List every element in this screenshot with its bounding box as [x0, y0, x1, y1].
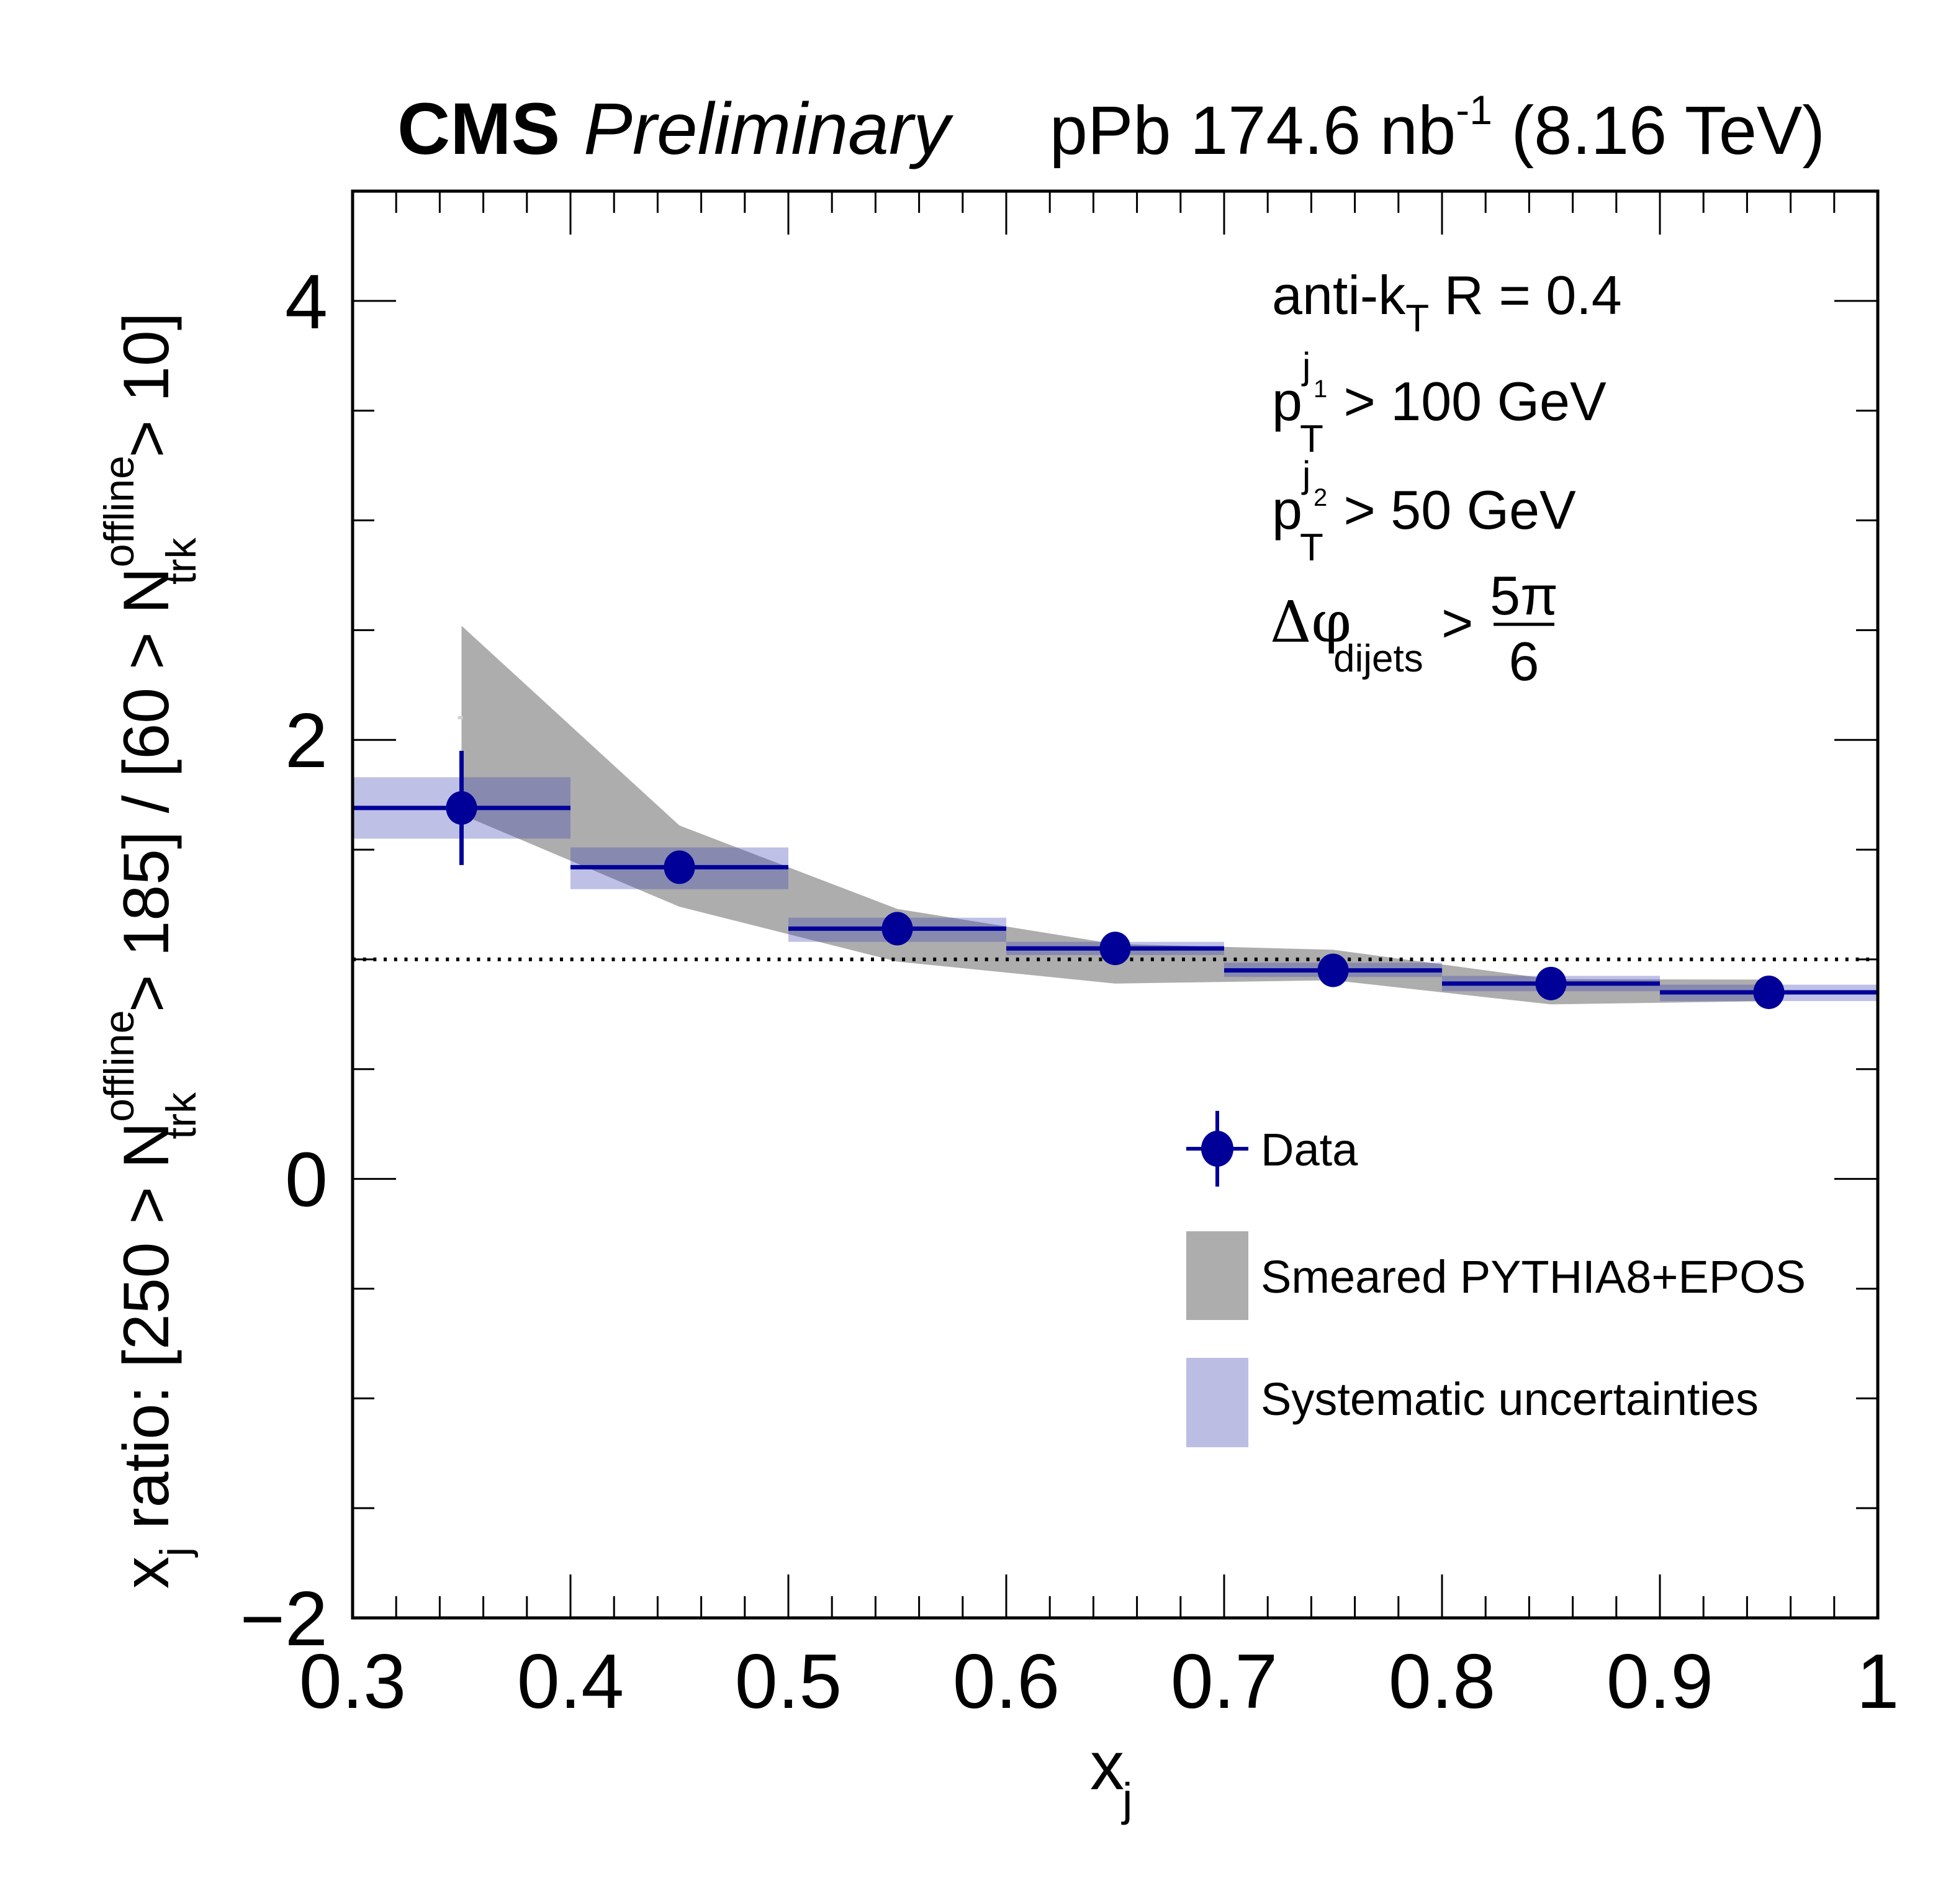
annotation-pt1: p j 1 T > 100 GeV [1272, 345, 1607, 460]
model-band [461, 626, 1769, 1005]
data-marker [1317, 953, 1349, 987]
annotation-pt2-main: p [1272, 479, 1302, 541]
experiment-label: CMS [397, 88, 560, 170]
data-marker [1753, 975, 1785, 1009]
annotation-pt2-sup: j [1301, 454, 1310, 495]
legend-systematic-label: Systematic uncertainties [1261, 1373, 1759, 1425]
y-axis-title-text: xj ratio: [250 > Noffline trk > 185] / [6… [96, 312, 205, 1589]
annotation-pt2-sub: T [1300, 526, 1323, 569]
lumi-system: pPb [1050, 92, 1171, 169]
data-marker [1099, 932, 1131, 966]
y-tick-label: 4 [285, 259, 328, 345]
legend: Data Smeared PYTHIA8+EPOS Systematic unc… [1186, 1111, 1806, 1447]
annotation-pt2-rest: > 50 GeV [1328, 479, 1576, 541]
x-axis-title: x j [1090, 1728, 1132, 1825]
annotation-dphi-sub: dijets [1333, 637, 1423, 680]
annotation-pt1-rest: > 100 GeV [1328, 370, 1607, 432]
data-point [1660, 975, 1878, 1009]
annotation-pt1-supsub: 1 [1314, 375, 1327, 403]
y-tick-label: −2 [240, 1576, 328, 1662]
y-title-part3: > 10] [110, 312, 183, 475]
legend-systematic-swatch [1186, 1358, 1248, 1447]
data-point [1224, 953, 1442, 987]
x-axis-title-sub: j [1121, 1774, 1132, 1825]
model-marker [457, 716, 463, 719]
y-tick-label: 2 [285, 698, 328, 784]
annotation-algo-sub: T [1405, 297, 1429, 340]
y-title-part2: > 185] / [60 > N [110, 567, 183, 1030]
legend-model-swatch [1186, 1231, 1248, 1320]
y-title-sup1: offline [96, 1010, 143, 1122]
legend-data-marker [1201, 1131, 1233, 1167]
x-tick-label: 0.6 [953, 1639, 1060, 1725]
x-tick-label: 0.8 [1389, 1639, 1495, 1725]
y-title-part1: ratio: [250 > N [110, 1122, 183, 1547]
annotation-pt1-sub: T [1300, 418, 1323, 460]
annotation-pt2-supsub: 2 [1314, 484, 1327, 511]
x-tick-label: 1 [1857, 1639, 1900, 1725]
data-point [353, 750, 570, 865]
y-axis-title: xj ratio: [250 > Noffline trk > 185] / [6… [96, 312, 205, 1589]
annotation-pt2: p j 2 T > 50 GeV [1272, 454, 1576, 569]
data-point [1006, 932, 1224, 966]
annotation-dphi-op: > [1441, 592, 1473, 653]
lumi-energy: (8.16 TeV) [1512, 92, 1825, 169]
annotation-dphi-main: Δφ [1270, 589, 1351, 655]
x-tick-label: 0.3 [299, 1639, 406, 1725]
x-tick-label: 0.7 [1171, 1639, 1278, 1725]
lumi-value: 174.6 [1190, 92, 1361, 169]
y-title-sub1: trk [158, 1092, 205, 1139]
annotation-algo: anti-kT R = 0.4 [1272, 264, 1622, 340]
x-tick-label: 0.9 [1607, 1639, 1713, 1725]
y-tick-label: 0 [285, 1138, 328, 1223]
annotation-algo-rest: R = 0.4 [1429, 264, 1622, 326]
data-marker [446, 791, 477, 825]
x-tick-label: 0.5 [735, 1639, 842, 1725]
model-band-layer [457, 626, 1769, 1005]
x-tick-label: 0.4 [517, 1639, 624, 1725]
legend-data-label: Data [1261, 1124, 1358, 1175]
legend-entry-model: Smeared PYTHIA8+EPOS [1186, 1231, 1806, 1320]
y-title-prefix-sub: j [151, 1547, 199, 1558]
annotation-dphi-den: 6 [1509, 631, 1539, 692]
annotation-pt1-sup: j [1301, 345, 1310, 387]
legend-entry-data: Data [1186, 1111, 1358, 1187]
annotation-algo-main: anti-k [1272, 264, 1406, 326]
axes-layer [351, 189, 1880, 1620]
data-layer [353, 750, 1878, 1009]
data-point [570, 850, 788, 884]
y-title-prefix: x [110, 1556, 183, 1589]
annotation-dphi-num: 5π [1490, 565, 1558, 626]
y-title-sub2: trk [158, 537, 205, 585]
tick-labels-layer: 0.3 0.4 0.5 0.6 0.7 0.8 0.9 1 −2 0 2 4 [240, 259, 1900, 1725]
status-label: Preliminary [584, 88, 953, 170]
lumi-unit: nb [1380, 92, 1456, 169]
legend-model-label: Smeared PYTHIA8+EPOS [1261, 1251, 1806, 1303]
lumi-exponent: -1 [1456, 87, 1492, 133]
data-marker [1535, 966, 1567, 1000]
y-title-sup2: offline [96, 456, 143, 567]
lumi-label: pPb 174.6 nb-1 (8.16 TeV) [1050, 63, 1825, 169]
data-marker [881, 912, 913, 946]
annotation-dphi: Δφ dijets > 5π 6 [1270, 565, 1558, 692]
x-axis-title-main: x [1090, 1728, 1124, 1804]
data-point [1442, 966, 1660, 1000]
legend-entry-systematic: Systematic uncertainties [1186, 1358, 1759, 1447]
data-point [788, 912, 1006, 946]
data-marker [664, 850, 695, 884]
annotation-pt1-main: p [1272, 370, 1302, 432]
plot-frame [351, 189, 1880, 1620]
